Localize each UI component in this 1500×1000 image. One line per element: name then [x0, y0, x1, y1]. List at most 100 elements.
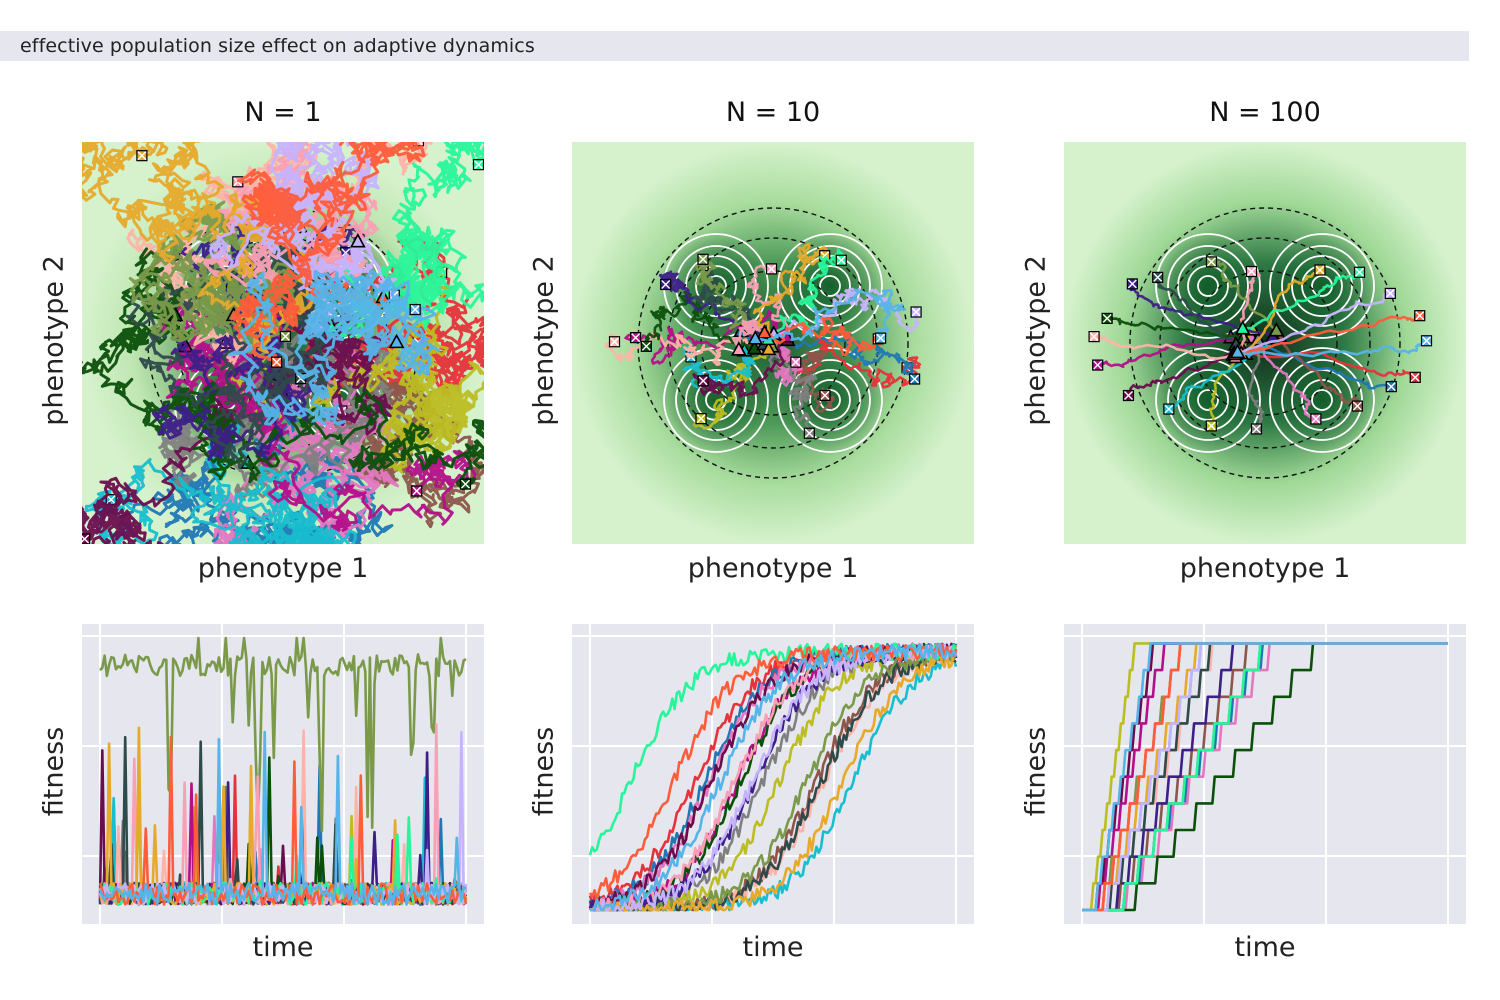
end-marker-cross: [631, 333, 641, 343]
trajectory-line: [1211, 260, 1278, 332]
trajectory-line: [1250, 336, 1318, 420]
trajectory-line: [695, 259, 778, 353]
phenotype-ylabel-n10: phenotype 2: [528, 255, 560, 426]
fitness-contour: [1197, 275, 1219, 297]
fitness-contour: [1291, 255, 1353, 317]
start-marker: [760, 340, 777, 356]
phenotype-xlabel-n100: phenotype 1: [1179, 553, 1351, 584]
end-marker-cross: [661, 279, 671, 289]
dashed-contour: [1129, 207, 1401, 479]
end-marker-cross: [767, 264, 777, 274]
fitness-contour: [1269, 347, 1375, 453]
trajectory-line: [1234, 313, 1422, 356]
banner-text: effective population size effect on adap…: [20, 35, 535, 57]
end-marker-cross: [791, 357, 801, 367]
phenotype-panel-n1: [82, 142, 484, 544]
phenotype-panel-n10: [572, 142, 974, 544]
fitness-contour: [777, 233, 883, 339]
phenotype-xlabel-n1: phenotype 1: [197, 553, 369, 584]
end-marker-cross: [910, 374, 920, 384]
figure-banner: effective population size effect on adap…: [0, 31, 1469, 61]
fitness-contour: [1155, 347, 1261, 453]
trajectory-line: [1242, 272, 1361, 330]
phenotype-plot-n1: [82, 142, 484, 544]
trajectory-line: [1095, 336, 1232, 369]
trajectory-line: [331, 142, 484, 340]
end-marker-cross: [1385, 288, 1395, 298]
fitness-ylabel-n100: fitness: [1020, 726, 1052, 817]
end-marker-cross: [641, 341, 651, 351]
end-marker-cross: [1352, 401, 1362, 411]
fitness-plot-n10: [572, 624, 974, 924]
end-marker-cross: [1251, 424, 1261, 434]
fitness-peak: [1153, 231, 1263, 341]
end-marker-cross: [410, 305, 420, 315]
end-marker-cross: [610, 337, 620, 347]
end-marker-cross: [804, 428, 814, 438]
end-marker-cross: [911, 307, 921, 317]
fitness-contour: [789, 359, 871, 441]
trajectory-line: [752, 242, 828, 356]
trajectory-line: [605, 332, 759, 366]
end-marker-cross: [1354, 267, 1364, 277]
fitness-series-line: [99, 636, 467, 833]
fitness-contour: [685, 369, 747, 431]
end-marker-cross: [137, 151, 147, 161]
fitness-series-line: [98, 730, 467, 906]
panel-title-n10: N = 10: [725, 97, 821, 128]
fitness-contour: [777, 347, 883, 453]
start-marker: [1229, 343, 1246, 359]
end-marker-cross: [473, 160, 483, 170]
end-marker: [82, 533, 91, 544]
trajectory-line: [1245, 350, 1418, 379]
end-marker-cross: [1422, 336, 1432, 346]
fitness-contour: [1281, 359, 1363, 441]
end-marker-cross: [1311, 414, 1321, 424]
end-marker-cross: [1093, 360, 1103, 370]
fitness-xlabel-n10: time: [742, 932, 804, 963]
trajectory-line: [1233, 292, 1391, 355]
fitness-contour: [819, 275, 841, 297]
panel-title-n100: N = 100: [1209, 97, 1321, 128]
fitness-series-line: [590, 642, 958, 912]
end-marker-cross: [280, 331, 290, 341]
fitness-series-line: [588, 642, 958, 856]
trajectory-line: [209, 142, 398, 335]
end-marker-cross: [820, 390, 830, 400]
trajectory-line: [82, 142, 318, 354]
trajectory-line: [84, 414, 357, 544]
end-marker-cross: [698, 376, 708, 386]
end-marker-cross: [1386, 382, 1396, 392]
end-marker-cross: [1089, 332, 1099, 342]
end-marker-cross: [1410, 372, 1420, 382]
fitness-series-line: [590, 652, 957, 912]
fitness-contour: [685, 255, 747, 317]
phenotype-plot-n100: [1064, 142, 1466, 544]
fitness-panel-n10: [572, 624, 974, 924]
start-marker: [747, 330, 764, 345]
phenotype-ylabel-n100: phenotype 2: [1020, 255, 1052, 426]
fitness-peak: [775, 231, 885, 341]
start-marker: [1268, 322, 1285, 337]
fitness-peak: [1267, 231, 1377, 341]
trajectory-line: [1247, 339, 1265, 430]
trajectory-line: [1154, 276, 1238, 346]
trajectory-line: [1093, 333, 1234, 360]
end-marker-cross: [1247, 267, 1257, 277]
trajectory-line: [1107, 317, 1244, 339]
fitness-peak: [1153, 345, 1263, 455]
end-marker-cross: [1164, 404, 1174, 414]
fitness-contour: [1155, 233, 1261, 339]
end-marker-cross: [1206, 257, 1216, 267]
panel-title-n1: N = 1: [244, 97, 322, 128]
end-marker-cross: [1127, 279, 1137, 289]
end-marker-cross: [1315, 265, 1325, 275]
end-marker-cross: [696, 414, 706, 424]
trajectory-line: [1237, 340, 1428, 358]
end-marker: [412, 142, 425, 147]
start-marker: [349, 233, 366, 248]
start-marker: [1234, 320, 1251, 335]
phenotype-xlabel-n10: phenotype 1: [687, 553, 859, 584]
fitness-contour: [1167, 359, 1249, 441]
fitness-ylabel-n10: fitness: [528, 726, 560, 817]
